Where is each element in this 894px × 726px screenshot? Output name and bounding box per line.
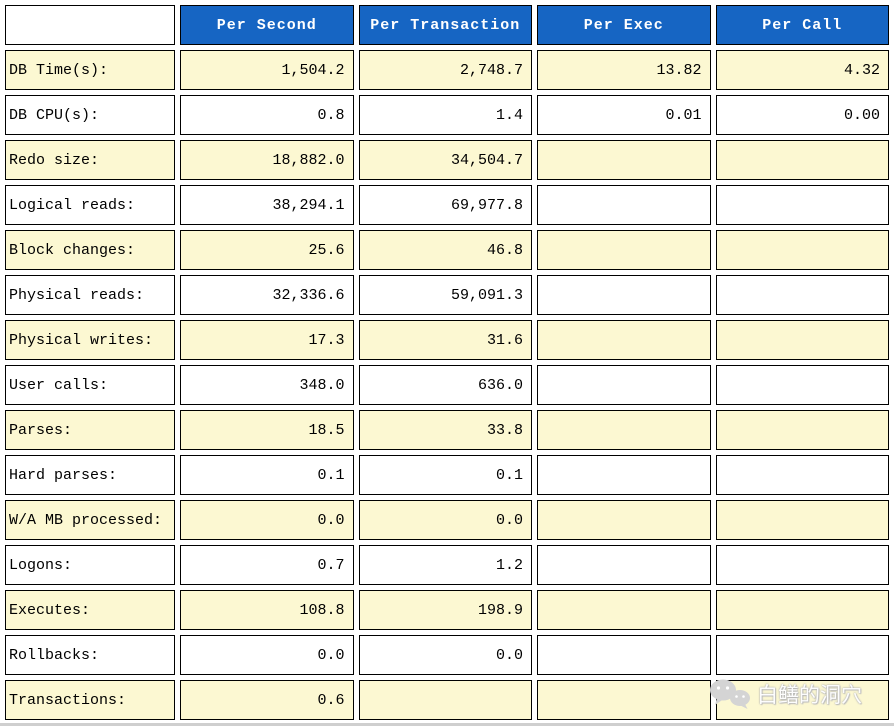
corner-cell <box>5 5 175 45</box>
row-label: Logical reads: <box>5 185 175 225</box>
header-row: Per Second Per Transaction Per Exec Per Cal… <box>5 5 889 45</box>
row-label: DB CPU(s): <box>5 95 175 135</box>
row-label: Logons: <box>5 545 175 585</box>
table-row: Executes: 108.8 198.9 <box>5 590 889 630</box>
table-row: User calls: 348.0 636.0 <box>5 365 889 405</box>
table-row: Logons: 0.7 1.2 <box>5 545 889 585</box>
value-cell <box>537 320 711 360</box>
value-cell <box>715 680 889 720</box>
value-cell: 1,504.2 <box>180 50 354 90</box>
value-cell: 1.4 <box>358 95 532 135</box>
value-cell: 0.1 <box>180 455 354 495</box>
value-cell: 0.8 <box>180 95 354 135</box>
value-cell: 38,294.1 <box>180 185 354 225</box>
row-label: User calls: <box>5 365 175 405</box>
value-cell: 13.82 <box>537 50 711 90</box>
value-cell: 1.2 <box>358 545 532 585</box>
row-label: Block changes: <box>5 230 175 270</box>
value-cell: 25.6 <box>180 230 354 270</box>
value-cell: 2,748.7 <box>358 50 532 90</box>
value-cell <box>715 320 889 360</box>
table-row: Block changes: 25.6 46.8 <box>5 230 889 270</box>
value-cell <box>537 545 711 585</box>
row-label: Hard parses: <box>5 455 175 495</box>
table-row: Physical reads: 32,336.6 59,091.3 <box>5 275 889 315</box>
value-cell <box>537 230 711 270</box>
column-header-per-second: Per Second <box>180 5 354 45</box>
value-cell: 0.00 <box>715 95 889 135</box>
value-cell: 0.0 <box>358 500 532 540</box>
table-row: Logical reads: 38,294.1 69,977.8 <box>5 185 889 225</box>
value-cell <box>537 455 711 495</box>
value-cell: 0.1 <box>358 455 532 495</box>
value-cell: 0.01 <box>537 95 711 135</box>
value-cell: 108.8 <box>180 590 354 630</box>
table-row: DB Time(s): 1,504.2 2,748.7 13.82 4.32 <box>5 50 889 90</box>
value-cell <box>715 410 889 450</box>
column-header-per-transaction: Per Transaction <box>358 5 532 45</box>
value-cell <box>537 275 711 315</box>
value-cell: 0.6 <box>180 680 354 720</box>
table-row: Parses: 18.5 33.8 <box>5 410 889 450</box>
row-label: Redo size: <box>5 140 175 180</box>
value-cell <box>537 410 711 450</box>
value-cell <box>715 500 889 540</box>
value-cell: 0.0 <box>180 635 354 675</box>
value-cell <box>537 365 711 405</box>
value-cell: 0.7 <box>180 545 354 585</box>
row-label: Executes: <box>5 590 175 630</box>
table-body: DB Time(s): 1,504.2 2,748.7 13.82 4.32 DB CPU… <box>5 50 889 720</box>
value-cell: 31.6 <box>358 320 532 360</box>
value-cell: 33.8 <box>358 410 532 450</box>
value-cell: 34,504.7 <box>358 140 532 180</box>
row-label: Parses: <box>5 410 175 450</box>
row-label: Physical writes: <box>5 320 175 360</box>
value-cell <box>537 185 711 225</box>
value-cell: 4.32 <box>715 50 889 90</box>
column-header-per-call: Per Call <box>715 5 889 45</box>
value-cell <box>537 590 711 630</box>
value-cell: 636.0 <box>358 365 532 405</box>
value-cell: 32,336.6 <box>180 275 354 315</box>
value-cell: 17.3 <box>180 320 354 360</box>
value-cell: 0.0 <box>180 500 354 540</box>
value-cell <box>715 590 889 630</box>
value-cell: 69,977.8 <box>358 185 532 225</box>
value-cell <box>358 680 532 720</box>
table-row: Physical writes: 17.3 31.6 <box>5 320 889 360</box>
row-label: W/A MB processed: <box>5 500 175 540</box>
table-row: Hard parses: 0.1 0.1 <box>5 455 889 495</box>
bottom-divider <box>0 723 894 726</box>
value-cell: 18,882.0 <box>180 140 354 180</box>
value-cell <box>715 140 889 180</box>
value-cell <box>715 365 889 405</box>
value-cell <box>715 635 889 675</box>
value-cell <box>715 275 889 315</box>
column-header-per-exec: Per Exec <box>537 5 711 45</box>
table-row: W/A MB processed: 0.0 0.0 <box>5 500 889 540</box>
value-cell <box>537 500 711 540</box>
value-cell: 59,091.3 <box>358 275 532 315</box>
value-cell <box>715 230 889 270</box>
table-row: Redo size: 18,882.0 34,504.7 <box>5 140 889 180</box>
value-cell <box>715 185 889 225</box>
value-cell: 198.9 <box>358 590 532 630</box>
row-label: Transactions: <box>5 680 175 720</box>
table-row: Rollbacks: 0.0 0.0 <box>5 635 889 675</box>
value-cell: 0.0 <box>358 635 532 675</box>
row-label: Rollbacks: <box>5 635 175 675</box>
value-cell: 18.5 <box>180 410 354 450</box>
value-cell <box>715 545 889 585</box>
row-label: Physical reads: <box>5 275 175 315</box>
value-cell <box>537 680 711 720</box>
value-cell <box>537 635 711 675</box>
table-row: DB CPU(s): 0.8 1.4 0.01 0.00 <box>5 95 889 135</box>
table-row: Transactions: 0.6 <box>5 680 889 720</box>
value-cell: 46.8 <box>358 230 532 270</box>
value-cell <box>715 455 889 495</box>
value-cell <box>537 140 711 180</box>
value-cell: 348.0 <box>180 365 354 405</box>
row-label: DB Time(s): <box>5 50 175 90</box>
